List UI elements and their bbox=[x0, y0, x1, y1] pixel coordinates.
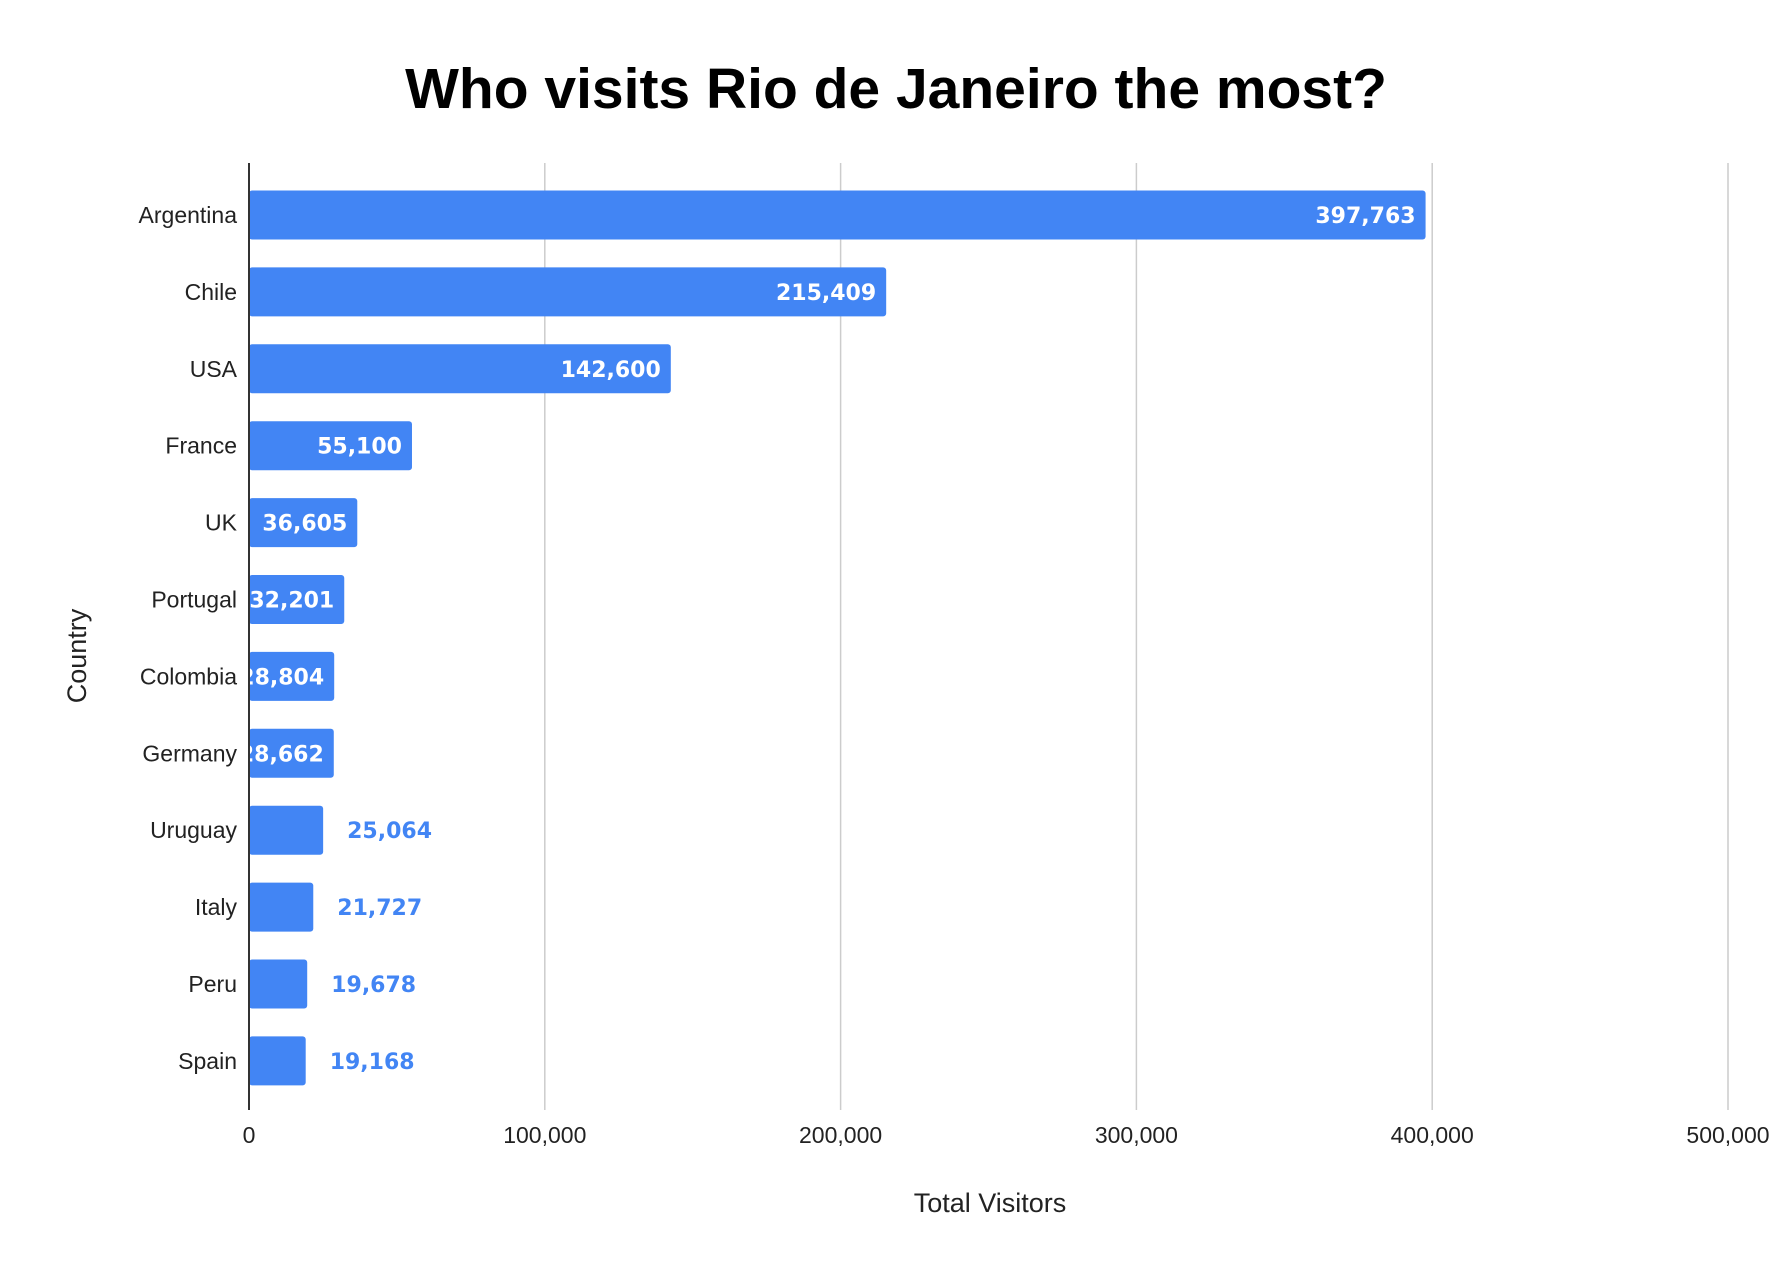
x-tick-label: 0 bbox=[243, 1122, 256, 1148]
bar bbox=[249, 882, 314, 932]
category-label: France bbox=[165, 433, 237, 459]
x-tick-label: 100,000 bbox=[503, 1122, 586, 1148]
x-tick-label: 300,000 bbox=[1095, 1122, 1178, 1148]
x-axis-title: Total Visitors bbox=[914, 1188, 1067, 1218]
category-label: Colombia bbox=[140, 663, 237, 689]
data-label: 21,727 bbox=[337, 896, 422, 921]
bar bbox=[249, 498, 358, 548]
data-label: 28,662 bbox=[239, 742, 324, 767]
category-label: Peru bbox=[188, 971, 237, 997]
data-label: 55,100 bbox=[317, 435, 402, 460]
chart-title: Who visits Rio de Janeiro the most? bbox=[405, 57, 1387, 121]
category-label: Uruguay bbox=[150, 817, 237, 843]
bar bbox=[249, 805, 324, 855]
category-labels: Argentina Chile USA France UK Portugal Colombi… bbox=[139, 202, 238, 1074]
x-tick-label: 500,000 bbox=[1686, 1122, 1769, 1148]
data-label: 36,605 bbox=[262, 512, 347, 537]
data-label: 397,763 bbox=[1315, 204, 1415, 229]
category-label: USA bbox=[190, 356, 238, 382]
bar bbox=[249, 575, 345, 624]
bar bbox=[249, 728, 334, 778]
bars bbox=[249, 190, 1426, 1086]
category-label: Italy bbox=[195, 894, 238, 920]
data-label: 215,409 bbox=[776, 281, 876, 306]
bar bbox=[249, 344, 671, 394]
data-label: 25,064 bbox=[347, 819, 432, 844]
gridlines bbox=[544, 163, 1729, 1110]
data-label: 19,168 bbox=[330, 1050, 415, 1075]
x-tick-label: 200,000 bbox=[799, 1122, 882, 1148]
category-label: Portugal bbox=[151, 587, 237, 613]
y-axis-title: Country bbox=[62, 608, 92, 703]
data-label: 19,678 bbox=[331, 973, 416, 998]
bar bbox=[249, 190, 1426, 240]
category-label: UK bbox=[205, 510, 238, 536]
category-label: Germany bbox=[142, 740, 237, 766]
bar bbox=[249, 421, 412, 471]
bar bbox=[249, 651, 335, 701]
data-label: 32,201 bbox=[249, 589, 334, 614]
bar bbox=[249, 267, 887, 317]
x-tick-label: 400,000 bbox=[1391, 1122, 1474, 1148]
category-label: Chile bbox=[185, 279, 237, 305]
bar bbox=[249, 1036, 306, 1086]
x-axis-ticks: 0 100,000 200,000 300,000 400,000 500,000 bbox=[243, 1122, 1770, 1148]
bar bbox=[249, 959, 308, 1009]
data-label: 28,804 bbox=[239, 665, 324, 690]
category-label: Argentina bbox=[139, 202, 238, 228]
category-label: Spain bbox=[178, 1048, 237, 1074]
data-label: 142,600 bbox=[561, 358, 661, 383]
data-labels: 397,763 215,409 142,600 55,100 36,605 32,201 2… bbox=[239, 204, 1416, 1075]
